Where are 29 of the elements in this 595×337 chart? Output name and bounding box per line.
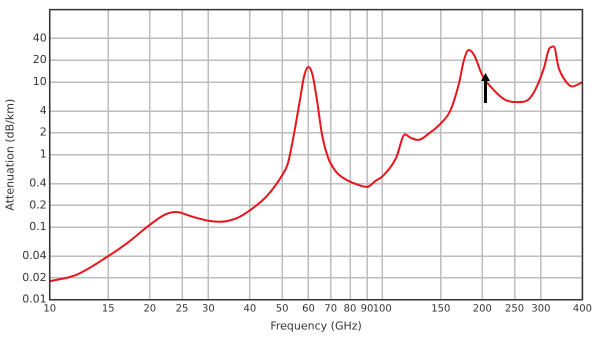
y-tick-label: 10: [32, 75, 47, 88]
x-tick-label: 90: [360, 303, 374, 314]
x-tick-label: 250: [505, 303, 524, 314]
x-tick-label: 15: [102, 303, 115, 314]
x-tick-label: 400: [572, 303, 592, 314]
x-tick-label: 30: [202, 303, 215, 314]
x-tick-label: 70: [324, 303, 338, 314]
x-tick-label: 100: [372, 303, 392, 314]
x-tick-label: 80: [344, 303, 356, 314]
y-tick-label: 1: [40, 148, 47, 161]
x-tick-label: 40: [244, 303, 256, 314]
y-tick-label: 4: [40, 104, 47, 117]
x-tick-label: 300: [531, 303, 550, 314]
y-tick-label: 20: [32, 53, 47, 66]
y-tick-label: 0.2: [29, 198, 47, 212]
x-tick-label: 20: [143, 303, 156, 314]
y-tick-label: 0.02: [22, 270, 47, 284]
y-axis-title: Attenuation (dB/km): [3, 98, 16, 211]
y-tick-label: 0.04: [22, 248, 47, 262]
y-tick-label: 2: [40, 126, 47, 139]
y-tick-label: 40: [32, 31, 47, 44]
x-tick-label: 50: [276, 303, 288, 314]
y-tick-label: 0.4: [29, 176, 47, 190]
x-tick-label: 60: [302, 303, 315, 314]
x-tick-label: 150: [431, 303, 450, 314]
x-tick-label: 200: [472, 303, 492, 314]
y-tick-label: 0.1: [29, 220, 47, 234]
x-tick-label: 25: [176, 303, 188, 314]
x-axis-title: Frequency (GHz): [270, 319, 362, 332]
